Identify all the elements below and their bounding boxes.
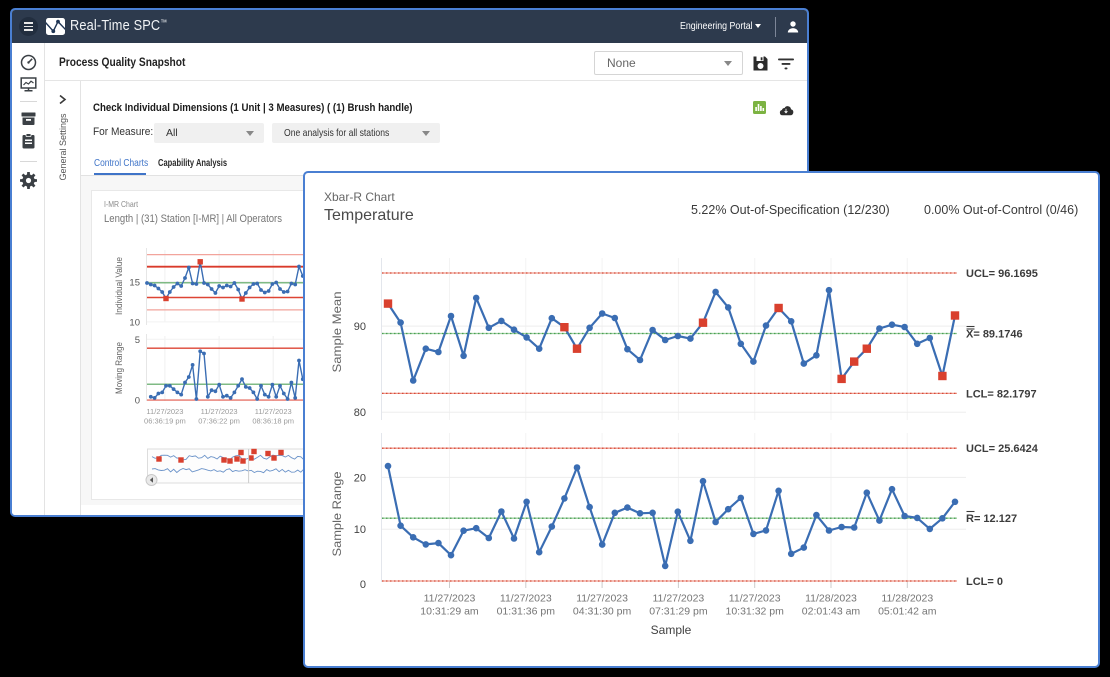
svg-text:11/27/2023: 11/27/2023	[500, 593, 552, 605]
svg-text:11/27/2023: 11/27/2023	[146, 407, 183, 416]
svg-text:20: 20	[354, 472, 366, 484]
svg-text:Individual Value: Individual Value	[114, 257, 125, 315]
svg-text:UCL= 25.6424: UCL= 25.6424	[966, 443, 1039, 455]
svg-text:02:01:43 am: 02:01:43 am	[802, 606, 861, 618]
svg-text:11/27/2023: 11/27/2023	[201, 407, 238, 416]
svg-text:11/27/2023: 11/27/2023	[653, 593, 705, 605]
svg-text:0: 0	[360, 579, 366, 591]
svg-text:Sample Mean: Sample Mean	[330, 292, 344, 373]
svg-text:5: 5	[135, 335, 140, 346]
svg-text:07:36:22 pm: 07:36:22 pm	[198, 417, 240, 426]
svg-text:10:31:29 am: 10:31:29 am	[420, 606, 479, 618]
svg-text:08:36:18 pm: 08:36:18 pm	[252, 417, 294, 426]
svg-text:06:36:19 pm: 06:36:19 pm	[144, 417, 186, 426]
svg-text:LCL= 82.1797: LCL= 82.1797	[966, 388, 1037, 400]
svg-text:15: 15	[129, 278, 140, 289]
svg-text:Sample Range: Sample Range	[330, 471, 344, 556]
svg-text:X= 89.1746: X= 89.1746	[966, 329, 1023, 341]
svg-text:90: 90	[354, 321, 366, 333]
svg-text:11/27/2023: 11/27/2023	[255, 407, 292, 416]
svg-text:01:31:36 pm: 01:31:36 pm	[497, 606, 556, 618]
svg-text:Moving Range: Moving Range	[114, 342, 125, 394]
svg-text:10:31:32 pm: 10:31:32 pm	[726, 606, 785, 618]
svg-text:Sample: Sample	[651, 623, 692, 637]
svg-text:R= 12.127: R= 12.127	[966, 513, 1017, 525]
svg-text:LCL= 0: LCL= 0	[966, 576, 1003, 588]
svg-text:80: 80	[354, 407, 366, 419]
svg-text:11/28/2023: 11/28/2023	[881, 593, 933, 605]
svg-text:I-MR Chart: I-MR Chart	[104, 199, 139, 209]
svg-text:10: 10	[129, 318, 140, 329]
svg-text:0: 0	[135, 396, 140, 407]
svg-text:Length | (31) Station [I-MR] |: Length | (31) Station [I-MR] | All Opera…	[104, 213, 282, 225]
svg-text:10: 10	[354, 524, 366, 536]
svg-text:11/27/2023: 11/27/2023	[424, 593, 476, 605]
svg-text:05:01:42 am: 05:01:42 am	[878, 606, 937, 618]
svg-text:11/27/2023: 11/27/2023	[576, 593, 628, 605]
svg-text:07:31:29 pm: 07:31:29 pm	[649, 606, 708, 618]
svg-text:11/28/2023: 11/28/2023	[805, 593, 857, 605]
svg-text:04:31:30 pm: 04:31:30 pm	[573, 606, 632, 618]
svg-text:11/27/2023: 11/27/2023	[729, 593, 781, 605]
svg-text:UCL= 96.1695: UCL= 96.1695	[966, 268, 1038, 280]
